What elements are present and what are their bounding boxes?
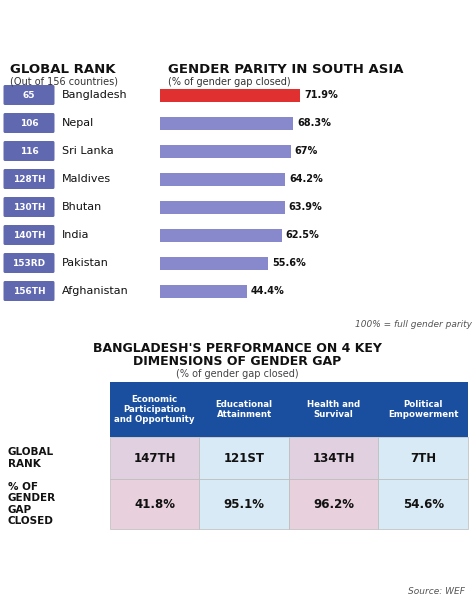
Text: 134TH: 134TH <box>312 451 355 464</box>
Text: GENDER PARITY IN SOUTH ASIA: GENDER PARITY IN SOUTH ASIA <box>168 63 403 76</box>
Text: 44.4%: 44.4% <box>251 286 284 296</box>
Text: GLOBAL
RANK: GLOBAL RANK <box>8 447 54 469</box>
Bar <box>160 257 268 269</box>
Bar <box>379 479 468 529</box>
Text: India: India <box>62 230 90 240</box>
Bar <box>200 437 289 479</box>
Bar <box>160 229 282 241</box>
Bar <box>289 479 379 529</box>
FancyBboxPatch shape <box>3 281 55 301</box>
Text: (% of gender gap closed): (% of gender gap closed) <box>168 77 291 87</box>
Text: (Out of 156 countries): (Out of 156 countries) <box>10 77 118 87</box>
Text: 128TH: 128TH <box>13 175 46 184</box>
FancyBboxPatch shape <box>3 113 55 133</box>
Bar <box>160 173 285 185</box>
FancyBboxPatch shape <box>3 197 55 217</box>
Bar <box>200 479 289 529</box>
Text: 55.6%: 55.6% <box>273 258 306 268</box>
Text: 54.6%: 54.6% <box>403 497 444 511</box>
Text: BANGLADESH'S PERFORMANCE ON 4 KEY: BANGLADESH'S PERFORMANCE ON 4 KEY <box>92 342 382 355</box>
Bar <box>160 88 300 101</box>
Text: Bangladesh: Bangladesh <box>62 90 128 100</box>
Text: 65: 65 <box>23 91 35 100</box>
Text: 153RD: 153RD <box>12 259 46 268</box>
Bar <box>160 116 293 130</box>
Text: Political
Empowerment: Political Empowerment <box>388 400 458 419</box>
FancyBboxPatch shape <box>3 253 55 273</box>
Text: 106: 106 <box>20 118 38 127</box>
Text: Source: WEF: Source: WEF <box>408 587 465 596</box>
Text: GLOBAL GENDER GAP INDEX 2021: GLOBAL GENDER GAP INDEX 2021 <box>45 18 429 37</box>
Text: DIMENSIONS OF GENDER GAP: DIMENSIONS OF GENDER GAP <box>133 355 341 368</box>
Text: 147TH: 147TH <box>134 451 176 464</box>
Text: 130TH: 130TH <box>13 202 45 211</box>
Text: Educational
Attainment: Educational Attainment <box>216 400 273 419</box>
Bar <box>379 437 468 479</box>
Text: 116: 116 <box>19 146 38 155</box>
Bar <box>110 382 468 437</box>
Text: % OF
GENDER
GAP
CLOSED: % OF GENDER GAP CLOSED <box>8 482 56 526</box>
Text: Sri Lanka: Sri Lanka <box>62 146 114 156</box>
Text: 64.2%: 64.2% <box>289 174 323 184</box>
Text: 7TH: 7TH <box>410 451 436 464</box>
Text: 62.5%: 62.5% <box>286 230 319 240</box>
FancyBboxPatch shape <box>3 225 55 245</box>
Text: 71.9%: 71.9% <box>304 90 338 100</box>
Bar <box>289 437 379 479</box>
Text: 100% = full gender parity: 100% = full gender parity <box>355 320 472 329</box>
Text: 67%: 67% <box>295 146 318 156</box>
Text: Economic
Participation
and Opportunity: Economic Participation and Opportunity <box>115 395 195 424</box>
Text: Afghanistan: Afghanistan <box>62 286 129 296</box>
Text: Nepal: Nepal <box>62 118 94 128</box>
Text: Health and
Survival: Health and Survival <box>307 400 360 419</box>
Text: Pakistan: Pakistan <box>62 258 109 268</box>
Bar <box>160 284 246 298</box>
Text: 121ST: 121ST <box>224 451 265 464</box>
Bar <box>110 437 200 479</box>
Text: 96.2%: 96.2% <box>313 497 354 511</box>
Text: (% of gender gap closed): (% of gender gap closed) <box>176 369 298 379</box>
FancyBboxPatch shape <box>3 169 55 189</box>
Text: GLOBAL RANK: GLOBAL RANK <box>10 63 116 76</box>
Text: 68.3%: 68.3% <box>297 118 331 128</box>
Text: 41.8%: 41.8% <box>134 497 175 511</box>
Bar <box>160 145 291 157</box>
Text: 140TH: 140TH <box>13 230 46 239</box>
FancyBboxPatch shape <box>3 141 55 161</box>
Bar <box>110 479 200 529</box>
Bar <box>160 200 284 214</box>
Text: Bhutan: Bhutan <box>62 202 102 212</box>
FancyBboxPatch shape <box>3 85 55 105</box>
Text: 63.9%: 63.9% <box>289 202 322 212</box>
Text: Maldives: Maldives <box>62 174 111 184</box>
Text: 95.1%: 95.1% <box>224 497 265 511</box>
Text: 156TH: 156TH <box>13 286 46 295</box>
